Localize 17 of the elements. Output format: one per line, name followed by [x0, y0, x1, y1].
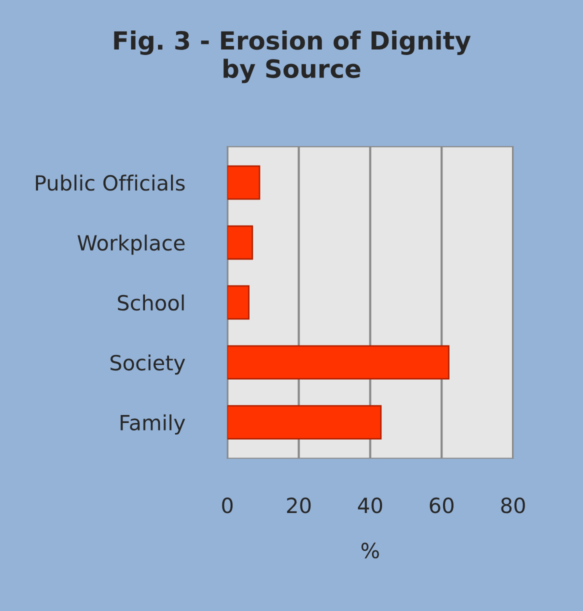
chart-title: Fig. 3 - Erosion of Dignity by Source	[114, 30, 471, 84]
x-tick-label: 20	[287, 498, 311, 514]
y-tick-label: Public Officials	[36, 174, 185, 191]
bar	[227, 165, 260, 200]
bar	[227, 345, 450, 380]
y-tick-label: Family	[120, 414, 186, 435]
bar	[227, 285, 250, 320]
bar	[227, 405, 382, 440]
y-tick-label: Society	[110, 354, 186, 375]
x-axis-title: %	[361, 542, 379, 558]
bar	[227, 225, 254, 260]
x-tick-label: 60	[430, 498, 454, 514]
y-tick-label: School	[118, 294, 184, 311]
y-tick-label: Workplace	[78, 234, 185, 255]
x-tick-label: 0	[222, 498, 233, 514]
x-tick-label: 80	[501, 498, 525, 514]
x-tick-label: 40	[358, 498, 382, 514]
